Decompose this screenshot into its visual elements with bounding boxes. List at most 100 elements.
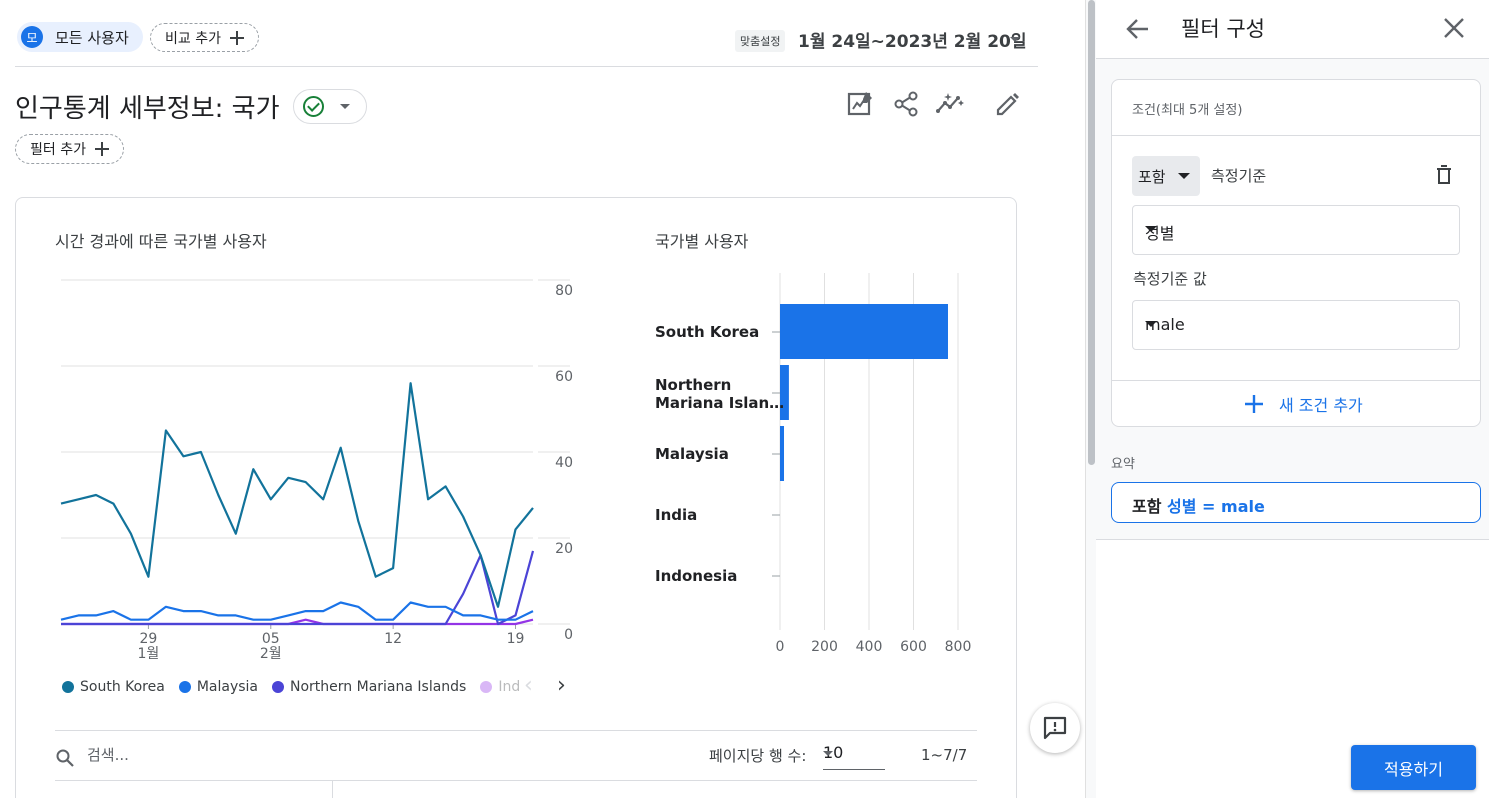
y-tick-label: 20 [555,541,573,557]
condition-card: 조건(최대 5개 설정) 포함 측정기준 성별 측정기준 값 [1111,79,1481,427]
legend-item-malaysia[interactable]: Malaysia [178,679,259,695]
bar-chart-title: 국가별 사용자 [655,232,749,251]
y-tick-label: 40 [555,455,573,471]
table-search-input[interactable] [87,746,387,764]
plus-icon [229,30,244,45]
chart-card [15,197,1017,798]
x-tick-label: 12 [384,631,402,647]
segment-avatar: 모 [21,26,43,48]
x-tick-label: 0 [776,639,785,655]
x-tick-label: 400 [856,639,883,655]
legend-item-india[interactable]: Ind [480,679,520,695]
chevron-down-icon [340,104,350,109]
legend-dot [272,681,285,693]
close-icon[interactable] [1441,15,1467,41]
legend-dot [62,681,74,693]
x-tick-label: 05 [262,631,280,647]
legend-item-south-korea[interactable]: South Korea [62,679,165,695]
x-tick-label: 19 [507,631,525,647]
report-main: 모 모든 사용자 비교 추가 맞춤설정 1월 24일~2023년 2월 20일 … [0,0,1085,798]
add-comparison-button[interactable]: 비교 추가 [150,23,259,52]
dimension-select[interactable]: 성별 [1132,205,1460,255]
add-filter-button[interactable]: 필터 추가 [15,134,124,164]
condition-header-label: 조건(최대 5개 설정) [1132,103,1243,118]
x-tick-label: 600 [900,639,927,655]
plus-icon [94,142,109,156]
customize-report-icon[interactable] [845,89,875,119]
report-topbar: 모 모든 사용자 비교 추가 맞춤설정 1월 24일~2023년 2월 20일 [15,0,1038,67]
apply-button[interactable]: 적용하기 [1351,745,1476,790]
share-icon[interactable] [891,89,921,119]
table-toolbar: 페이지당 행 수: 10 1~7/7 [55,730,977,781]
series-line-south-korea [60,382,534,608]
chevron-down-icon[interactable] [1010,37,1020,42]
trash-icon[interactable] [1434,164,1454,186]
legend-label: Ind [498,679,521,695]
main-scrollbar[interactable] [1085,0,1096,798]
filter-panel-body: 조건(최대 5개 설정) 포함 측정기준 성별 측정기준 값 [1096,59,1489,540]
filter-panel-header: 필터 구성 [1096,0,1489,59]
y-tick-label: 0 [564,627,573,643]
dimension-label: 측정기준 [1211,167,1267,185]
bar-south-korea [780,304,948,359]
legend-next-icon[interactable]: › [557,673,566,698]
legend-label: Malaysia [196,679,259,695]
dimension-value-select-value: male [1145,315,1185,334]
page-title: 인구통계 세부정보: 국가 [15,94,280,124]
filter-panel: 필터 구성 조건(최대 5개 설정) 포함 측정기준 [1096,0,1489,798]
arrow-back-icon[interactable] [1124,15,1152,43]
edit-pencil-icon[interactable] [993,89,1023,119]
table-column-divider [332,781,333,798]
legend-dot [178,681,191,693]
add-condition-button[interactable]: 새 조건 추가 [1243,392,1363,416]
add-comparison-label: 비교 추가 [165,30,221,47]
segment-label: 모든 사용자 [55,28,129,47]
rows-per-page-value: 10 [823,743,844,762]
filter-summary: 포함 성별 = male [1111,482,1481,523]
add-condition-label: 새 조건 추가 [1279,396,1363,415]
date-range-picker[interactable]: 1월 24일~2023년 2월 20일 [798,32,1027,52]
legend-label: South Korea [80,679,165,695]
dimension-value-label: 측정기준 값 [1133,270,1207,288]
y-tick-label: 60 [555,369,573,385]
x-tick-label: 200 [811,639,838,655]
feedback-button[interactable] [1030,703,1080,753]
date-custom-badge: 맞춤설정 [735,30,786,52]
legend-item-northern-mariana-islands[interactable]: Northern Mariana Islands [272,679,466,695]
check-circle-icon [303,96,324,117]
plus-icon [1245,395,1263,413]
add-filter-label: 필터 추가 [30,142,86,158]
condition-header: 조건(최대 5개 설정) [1112,80,1480,136]
include-label: 포함 [1138,167,1166,186]
x-tick-label: 29 [139,631,157,647]
report-status-chip[interactable] [293,89,367,124]
x-tick-sublabel: 1월 [138,646,160,662]
bar-northern-mariana-islands [780,365,789,420]
scrollbar-thumb[interactable] [1088,0,1095,465]
feedback-icon [1043,716,1067,740]
segment-chip[interactable]: 모 모든 사용자 [17,22,143,52]
filter-panel-title: 필터 구성 [1181,17,1265,41]
legend-prev-icon[interactable]: ‹ [524,673,533,698]
insights-icon[interactable] [936,89,966,119]
caret-down-icon [1145,226,1157,232]
summary-keyword: 포함 [1132,497,1162,516]
category-label: Malaysia [655,445,729,463]
summary-expression: 성별 = male [1167,497,1265,516]
summary-label: 요약 [1111,457,1135,472]
caret-down-icon [1177,173,1190,179]
line-chart-title: 시간 경과에 따른 국가별 사용자 [55,232,267,251]
category-label: Northern [655,376,731,394]
dimension-select-value: 성별 [1145,224,1175,243]
dimension-value-select[interactable]: male [1132,300,1460,350]
chevron-down-icon [823,751,833,756]
rows-per-page-select[interactable]: 10 [823,742,885,770]
include-exclude-select[interactable]: 포함 [1132,156,1200,196]
legend-dot [480,681,493,693]
chart-legend: South Korea Malaysia Northern Mariana Is… [62,679,534,695]
users-by-country-bar-chart[interactable]: 0 200 400 600 800 South Korea NorthernMariana … [640,260,1000,670]
x-tick-sublabel: 2월 [260,646,282,662]
category-label: South Korea [655,323,759,341]
